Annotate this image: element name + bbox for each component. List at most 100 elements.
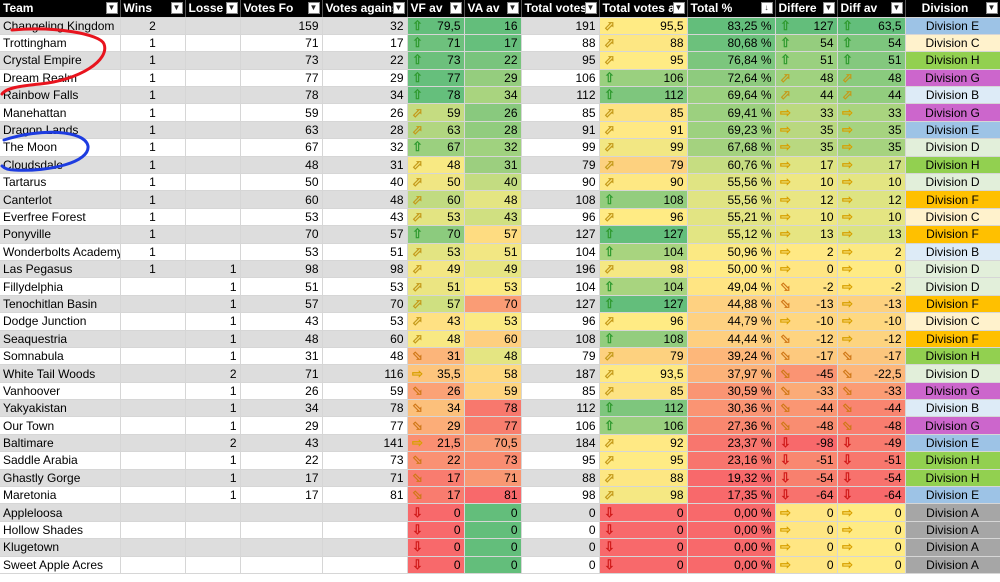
total-pct-cell[interactable]: 0,00 % (687, 556, 776, 575)
votes-for-cell[interactable]: 63 (240, 121, 323, 140)
diff-avg-cell[interactable]: ⇨ 0 (837, 503, 906, 522)
division-cell[interactable]: Division B (905, 243, 1000, 261)
total-pct-cell[interactable]: 55,56 % (687, 190, 776, 209)
difference-cell[interactable]: ⇨ 33 (775, 103, 838, 122)
team-cell[interactable]: Maretonia (0, 486, 121, 505)
total-pct-cell[interactable]: 69,64 % (687, 86, 776, 105)
table-row[interactable]: Las Pegasus 1 1 98 98 ⬀ 49 49 196 ⬀ 98 50,00 % ⇨ 0 ⇨ 0 D… (0, 260, 1000, 279)
votes-for-cell[interactable]: 77 (240, 69, 323, 88)
losses-cell[interactable] (185, 69, 241, 88)
losses-cell[interactable] (185, 51, 241, 70)
votes-for-cell[interactable]: 17 (240, 486, 323, 505)
va-avg-cell[interactable]: 70 (464, 295, 522, 314)
total-votes-avg-cell[interactable]: ⇧ 127 (599, 225, 688, 244)
table-row[interactable]: Everfree Forest 1 53 43 ⬀ 53 43 96 ⬀ 96 55,21 % ⇨ 10… (0, 208, 1000, 227)
table-row[interactable]: Cloudsdale 1 48 31 ⬀ 48 31 79 ⬀ 79 60,76 % ⇨ 17 ⇨ 17 Di… (0, 156, 1000, 175)
vf-avg-cell[interactable]: ⇧ 79,5 (407, 17, 465, 35)
total-pct-cell[interactable]: 83,25 % (687, 17, 776, 35)
difference-cell[interactable]: ⇧ 54 (775, 34, 838, 53)
filter-dropdown-icon[interactable]: ▼ (105, 2, 118, 14)
team-cell[interactable]: The Moon (0, 138, 121, 157)
division-cell[interactable]: Division H (905, 451, 1000, 470)
total-votes-cell[interactable]: 108 (521, 330, 600, 348)
va-avg-cell[interactable]: 0 (464, 556, 522, 575)
division-cell[interactable]: Division A (905, 538, 1000, 557)
total-pct-cell[interactable]: 55,12 % (687, 225, 776, 244)
team-cell[interactable]: Sweet Apple Acres (0, 556, 121, 575)
vf-avg-cell[interactable]: ⇧ 70 (407, 225, 465, 244)
total-votes-avg-cell[interactable]: ⬀ 88 (599, 34, 688, 53)
wins-cell[interactable]: 1 (120, 103, 186, 122)
total-pct-cell[interactable]: 50,96 % (687, 243, 776, 261)
team-cell[interactable]: Our Town (0, 416, 121, 435)
diff-avg-cell[interactable]: ⬂ -44 (837, 399, 906, 418)
table-row[interactable]: Tenochitlan Basin 1 57 70 ⬀ 57 70 127 ⇧ 127 44,88 … (0, 295, 1000, 314)
division-cell[interactable]: Division F (905, 225, 1000, 244)
difference-cell[interactable]: ⬂ -17 (775, 347, 838, 366)
diff-avg-cell[interactable]: ⇨ 0 (837, 538, 906, 557)
team-cell[interactable]: Changeling Kingdom (0, 17, 121, 35)
team-cell[interactable]: Tartarus (0, 173, 121, 192)
division-cell[interactable]: Division D (905, 260, 1000, 279)
col-header-wins[interactable]: Wins ▼ (120, 0, 186, 18)
vf-avg-cell[interactable]: ⬀ 59 (407, 103, 465, 122)
votes-for-cell[interactable] (240, 538, 323, 557)
votes-for-cell[interactable]: 17 (240, 469, 323, 488)
va-avg-cell[interactable]: 26 (464, 103, 522, 122)
table-row[interactable]: Canterlot 1 60 48 ⬀ 60 48 108 ⇧ 108 55,56 % ⇨ 12 ⇨ 12 D… (0, 190, 1000, 209)
votes-against-cell[interactable]: 26 (322, 103, 408, 122)
difference-cell[interactable]: ⇧ 127 (775, 17, 838, 35)
total-votes-avg-cell[interactable]: ⬀ 79 (599, 347, 688, 366)
wins-cell[interactable] (120, 486, 186, 505)
diff-avg-cell[interactable]: ⬂ -22,5 (837, 364, 906, 383)
votes-against-cell[interactable] (322, 538, 408, 557)
va-avg-cell[interactable]: 53 (464, 312, 522, 331)
diff-avg-cell[interactable]: ⇨ -10 (837, 312, 906, 331)
diff-avg-cell[interactable]: ⇧ 63,5 (837, 17, 906, 35)
votes-against-cell[interactable]: 59 (322, 382, 408, 401)
total-pct-cell[interactable]: 60,76 % (687, 156, 776, 175)
total-votes-cell[interactable]: 184 (521, 434, 600, 453)
va-avg-cell[interactable]: 40 (464, 173, 522, 192)
wins-cell[interactable] (120, 277, 186, 296)
votes-for-cell[interactable] (240, 556, 323, 575)
difference-cell[interactable]: ⇨ 10 (775, 173, 838, 192)
votes-against-cell[interactable]: 28 (322, 121, 408, 140)
table-row[interactable]: Dream Realm 1 77 29 ⇧ 77 29 106 ⇧ 106 72,64 % ⬀ 48 ⬀ 4… (0, 69, 1000, 88)
total-pct-cell[interactable]: 55,56 % (687, 173, 776, 192)
total-votes-cell[interactable]: 95 (521, 51, 600, 70)
votes-against-cell[interactable]: 73 (322, 451, 408, 470)
va-avg-cell[interactable]: 29 (464, 69, 522, 88)
total-votes-avg-cell[interactable]: ⇩ 0 (599, 521, 688, 540)
table-row[interactable]: Fillydelphia 1 51 53 ⬀ 51 53 104 ⇧ 104 49,04 % ⬂ -2 ⇨… (0, 277, 1000, 296)
division-cell[interactable]: Division G (905, 103, 1000, 122)
va-avg-cell[interactable]: 34 (464, 86, 522, 105)
votes-against-cell[interactable]: 51 (322, 243, 408, 261)
total-votes-avg-cell[interactable]: ⇧ 104 (599, 243, 688, 261)
total-votes-cell[interactable]: 127 (521, 295, 600, 314)
total-pct-cell[interactable]: 55,21 % (687, 208, 776, 227)
diff-avg-cell[interactable]: ⬂ -33 (837, 382, 906, 401)
division-cell[interactable]: Division E (905, 121, 1000, 140)
division-cell[interactable]: Division D (905, 138, 1000, 157)
total-pct-cell[interactable]: 30,36 % (687, 399, 776, 418)
losses-cell[interactable]: 1 (185, 330, 241, 348)
table-row[interactable]: Maretonia 1 17 81 ⬂ 17 81 98 ⬀ 98 17,35 % ⇩ -64 ⇩ -64 D… (0, 486, 1000, 505)
total-pct-cell[interactable]: 72,64 % (687, 69, 776, 88)
total-votes-cell[interactable]: 85 (521, 382, 600, 401)
diff-avg-cell[interactable]: ⬂ -48 (837, 416, 906, 435)
table-row[interactable]: Baltimare 2 43 141 ⇨ 21,5 70,5 184 ⬀ 92 23,37 % ⇩ -9… (0, 434, 1000, 453)
total-votes-cell[interactable]: 191 (521, 17, 600, 35)
filter-dropdown-icon[interactable]: ▼ (392, 2, 405, 14)
losses-cell[interactable] (185, 121, 241, 140)
votes-for-cell[interactable]: 50 (240, 173, 323, 192)
losses-cell[interactable]: 1 (185, 347, 241, 366)
votes-against-cell[interactable]: 53 (322, 277, 408, 296)
total-votes-avg-cell[interactable]: ⬀ 95,5 (599, 17, 688, 35)
va-avg-cell[interactable]: 71 (464, 469, 522, 488)
losses-cell[interactable]: 1 (185, 312, 241, 331)
division-cell[interactable]: Division G (905, 416, 1000, 435)
vf-avg-cell[interactable]: ⬀ 43 (407, 312, 465, 331)
losses-cell[interactable]: 1 (185, 416, 241, 435)
division-cell[interactable]: Division G (905, 69, 1000, 88)
